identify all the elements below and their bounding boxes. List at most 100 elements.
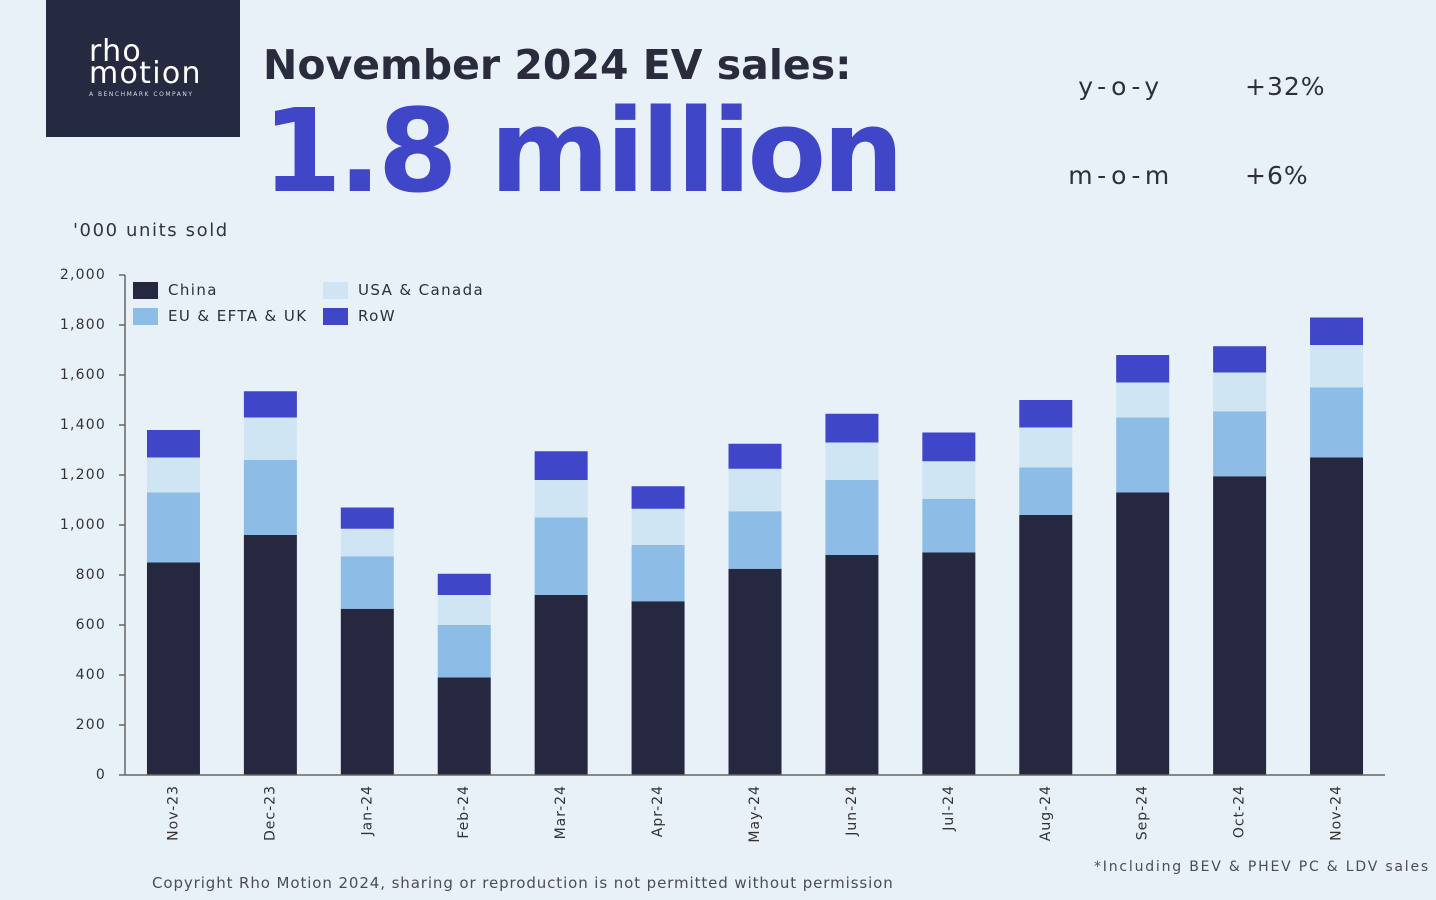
- x-tick-label: Nov-24: [1329, 785, 1345, 841]
- legend-swatch-china: [133, 282, 158, 299]
- legend-label-row: RoW: [358, 307, 396, 325]
- y-tick-label: 0: [96, 767, 106, 783]
- legend-item-china: China: [133, 282, 323, 299]
- y-tick-label: 400: [76, 667, 106, 683]
- x-tick-label: Apr-24: [650, 785, 666, 837]
- y-tick-label: 600: [76, 617, 106, 633]
- bar-china-jan-24: [340, 608, 394, 775]
- bar-row-jan-24: [340, 507, 394, 529]
- y-axis-unit-label: '000 units sold: [73, 220, 229, 241]
- bar-eu-efta-uk-feb-24: [437, 625, 491, 678]
- legend-label-china: China: [168, 281, 218, 299]
- bar-usa-canada-dec-23: [243, 417, 297, 460]
- x-tick-label: Jul-24: [941, 785, 957, 832]
- logo-wordmark-motion: motion: [89, 56, 202, 91]
- bar-eu-efta-uk-jan-24: [340, 556, 394, 609]
- x-tick-label: Jun-24: [844, 785, 860, 837]
- chart-legend: China USA & Canada EU & EFTA & UK RoW: [133, 282, 484, 325]
- footnote: *Including BEV & PHEV PC & LDV sales: [1093, 859, 1430, 875]
- bar-row-oct-24: [1213, 346, 1267, 373]
- y-tick-label: 2,000: [60, 267, 106, 283]
- brand-logo: rho motion A BENCHMARK COMPANY: [46, 0, 240, 137]
- bar-row-sep-24: [1116, 355, 1170, 383]
- x-tick-label: Mar-24: [553, 785, 569, 839]
- bar-eu-efta-uk-apr-24: [631, 545, 685, 602]
- x-tick-label: Aug-24: [1038, 785, 1054, 841]
- x-tick-label: Jan-24: [359, 785, 375, 836]
- page-title: November 2024 EV sales:: [263, 41, 852, 89]
- bar-usa-canada-feb-24: [437, 595, 491, 625]
- bar-china-dec-23: [243, 535, 297, 775]
- bar-usa-canada-jan-24: [340, 528, 394, 557]
- y-tick-label: 1,000: [60, 517, 106, 533]
- x-tick-label: May-24: [747, 785, 763, 843]
- bar-china-nov-23: [146, 562, 200, 775]
- bar-row-may-24: [728, 443, 782, 469]
- bar-row-feb-24: [437, 573, 491, 595]
- bar-eu-efta-uk-may-24: [728, 511, 782, 569]
- logo-wordmark-rho: rho: [89, 34, 143, 69]
- bar-row-apr-24: [631, 486, 685, 509]
- legend-swatch-row: [323, 308, 348, 325]
- x-tick-label: Nov-23: [165, 785, 181, 841]
- bar-eu-efta-uk-nov-23: [146, 492, 200, 563]
- bar-usa-canada-jun-24: [825, 442, 879, 480]
- bar-china-mar-24: [534, 595, 588, 775]
- bar-usa-canada-nov-23: [146, 457, 200, 493]
- y-tick-label: 1,600: [60, 367, 106, 383]
- bar-china-aug-24: [1019, 515, 1073, 775]
- stacked-bar-chart: 0 200 400 600 800 1,000 1,200 1,400 1,600 1,800 2,…: [60, 267, 1385, 843]
- headline-value: 1.8 million: [262, 85, 904, 219]
- bar-usa-canada-nov-24: [1310, 345, 1364, 388]
- bar-eu-efta-uk-jun-24: [825, 480, 879, 555]
- bar-row-jul-24: [922, 432, 976, 462]
- bar-usa-canada-may-24: [728, 468, 782, 512]
- bar-eu-efta-uk-dec-23: [243, 460, 297, 535]
- bar-row-mar-24: [534, 451, 588, 480]
- y-tick-label: 1,800: [60, 317, 106, 333]
- legend-swatch-usa-canada: [323, 282, 348, 299]
- bar-china-apr-24: [631, 601, 685, 775]
- x-tick-label: Oct-24: [1232, 785, 1248, 838]
- bar-china-jun-24: [825, 555, 879, 775]
- metric-label-mom: m-o-m: [1068, 161, 1174, 190]
- bar-usa-canada-sep-24: [1116, 382, 1170, 418]
- bar-china-oct-24: [1213, 476, 1267, 775]
- metric-value-mom: +6%: [1245, 161, 1309, 190]
- bar-china-sep-24: [1116, 492, 1170, 775]
- bar-china-nov-24: [1310, 457, 1364, 775]
- logo-tagline: A BENCHMARK COMPANY: [89, 91, 194, 98]
- bar-usa-canada-mar-24: [534, 480, 588, 518]
- bar-row-dec-23: [243, 391, 297, 418]
- copyright-notice: Copyright Rho Motion 2024, sharing or re…: [152, 874, 894, 892]
- metric-label-yoy: y-o-y: [1078, 72, 1164, 101]
- bar-usa-canada-aug-24: [1019, 427, 1073, 468]
- x-tick-label: Feb-24: [456, 785, 472, 839]
- bar-row-nov-23: [146, 430, 200, 458]
- legend-item-eu-efta-uk: EU & EFTA & UK: [133, 308, 323, 325]
- bar-eu-efta-uk-jul-24: [922, 498, 976, 553]
- y-tick-label: 1,400: [60, 417, 106, 433]
- bar-eu-efta-uk-oct-24: [1213, 411, 1267, 477]
- x-tick-label: Dec-23: [262, 785, 278, 841]
- legend-item-usa-canada: USA & Canada: [323, 282, 484, 299]
- bar-china-may-24: [728, 568, 782, 775]
- bar-china-jul-24: [922, 552, 976, 775]
- legend-label-eu-efta-uk: EU & EFTA & UK: [168, 307, 308, 325]
- bar-row-jun-24: [825, 413, 879, 443]
- x-tick-label: Sep-24: [1135, 785, 1151, 840]
- bar-row-aug-24: [1019, 400, 1073, 428]
- bar-row-nov-24: [1310, 317, 1364, 345]
- y-tick-label: 800: [76, 567, 106, 583]
- bar-usa-canada-apr-24: [631, 508, 685, 545]
- metric-value-yoy: +32%: [1245, 72, 1326, 101]
- bar-eu-efta-uk-sep-24: [1116, 417, 1170, 493]
- bar-usa-canada-jul-24: [922, 461, 976, 499]
- legend-item-row: RoW: [323, 308, 484, 325]
- bar-eu-efta-uk-nov-24: [1310, 387, 1364, 458]
- legend-label-usa-canada: USA & Canada: [358, 281, 485, 299]
- bar-eu-efta-uk-aug-24: [1019, 467, 1073, 515]
- bar-usa-canada-oct-24: [1213, 372, 1267, 412]
- y-tick-label: 1,200: [60, 467, 106, 483]
- bar-eu-efta-uk-mar-24: [534, 517, 588, 595]
